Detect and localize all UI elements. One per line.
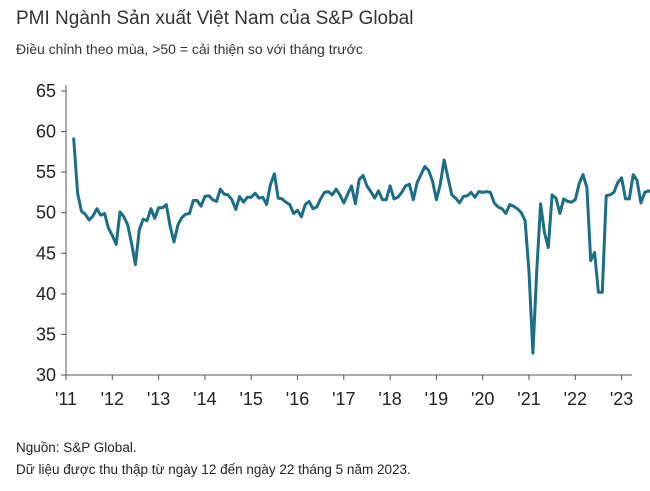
y-tick-label: 35 (36, 324, 56, 344)
x-tick-label: '20 (471, 389, 494, 409)
chart-title: PMI Ngành Sản xuất Việt Nam của S&P Glob… (16, 8, 414, 29)
x-tick-label: '19 (425, 389, 448, 409)
x-tick-label: '13 (147, 389, 170, 409)
y-tick-label: 45 (36, 243, 56, 263)
x-tick-label: '17 (332, 389, 355, 409)
y-tick-label: 50 (36, 203, 56, 223)
x-tick-label: '18 (378, 389, 401, 409)
x-tick-label: '14 (193, 389, 216, 409)
x-tick-label: '15 (239, 389, 262, 409)
x-tick-label: '16 (286, 389, 309, 409)
chart-subtitle: Điều chỉnh theo mùa, >50 = cải thiện so … (16, 41, 363, 57)
x-tick-label: '21 (517, 389, 540, 409)
x-tick-label: '22 (564, 389, 587, 409)
x-tick-label: '12 (101, 389, 124, 409)
source-note: Nguồn: S&P Global. (16, 440, 137, 455)
y-tick-label: 30 (36, 365, 56, 385)
x-tick-label: '11 (55, 389, 77, 409)
pmi-series-line (72, 137, 650, 355)
y-tick-label: 65 (36, 81, 56, 101)
data-collection-note: Dữ liệu được thu thập từ ngày 12 đến ngà… (16, 462, 411, 477)
y-tick-label: 40 (36, 284, 56, 304)
pmi-line-chart: 30 35 40 45 50 55 60 65 '11 '12 '13 '14 '15 '16 '17 '18… (36, 81, 650, 409)
y-tick-label: 55 (36, 162, 56, 182)
y-tick-label: 60 (36, 122, 56, 142)
x-tick-label: '23 (610, 389, 633, 409)
